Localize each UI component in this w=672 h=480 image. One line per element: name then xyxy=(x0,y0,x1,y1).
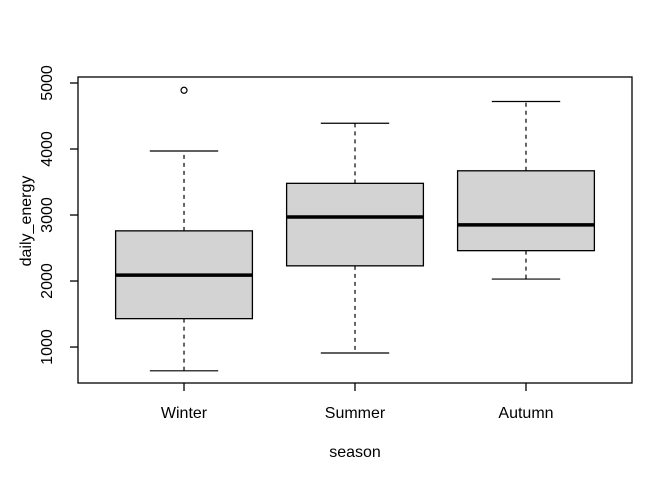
x-axis-title: season xyxy=(329,444,381,461)
x-tick-label: Autumn xyxy=(498,405,553,422)
y-tick-label: 3000 xyxy=(39,197,56,233)
outlier-point xyxy=(180,86,188,94)
y-tick-label: 1000 xyxy=(39,329,56,365)
y-tick-label: 5000 xyxy=(39,65,56,101)
x-tick-label: Winter xyxy=(161,405,208,422)
y-axis-title: daily_energy xyxy=(18,176,35,267)
box-rect xyxy=(456,170,596,252)
y-tick-label: 2000 xyxy=(39,263,56,299)
y-tick-label: 4000 xyxy=(39,131,56,167)
plot-area: 1000 2000 3000 4000 5000 Winter Summer Autumn xyxy=(39,65,633,422)
x-tick-label: Summer xyxy=(325,405,386,422)
box-rect xyxy=(285,182,425,267)
